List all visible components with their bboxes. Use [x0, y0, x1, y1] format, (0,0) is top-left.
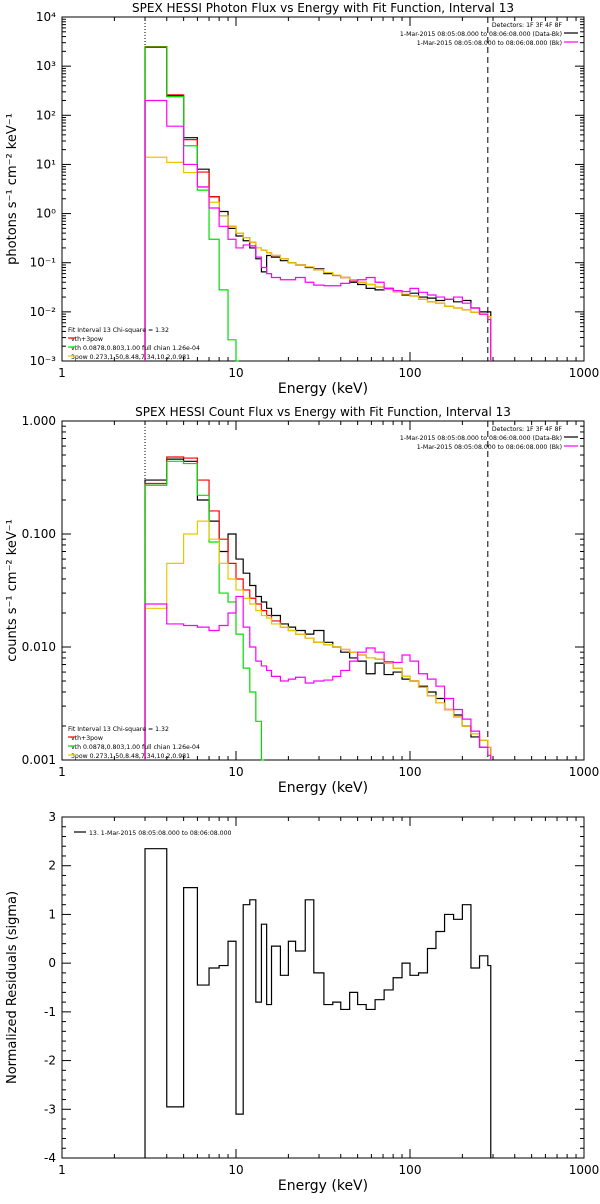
y-tick-label: -2 — [44, 1054, 56, 1068]
y-tick-label: 1 — [48, 907, 56, 921]
x-tick-label: 1000 — [569, 1163, 600, 1177]
y-tick-label: 10³ — [36, 59, 56, 73]
y-tick-label: -3 — [44, 1102, 56, 1116]
legend-topright-text: 1-Mar-2015 08:05:08.000 to 08:06:08.000 … — [400, 31, 562, 38]
y-tick-label: 2 — [48, 859, 56, 873]
series-thermal — [144, 46, 239, 362]
x-axis-label: Energy (keV) — [278, 381, 368, 397]
chart-count: SPEX HESSI Count Flux vs Energy with Fit… — [5, 405, 599, 796]
legend-bottomleft-text: vth 0.0878,0.803,1.00 full chian 1.26e-0… — [71, 345, 200, 352]
x-axis-label: Energy (keV) — [278, 1178, 368, 1194]
y-tick-label: 0 — [48, 956, 56, 970]
y-tick-label: 0.010 — [22, 640, 56, 654]
series-observed — [144, 848, 492, 1158]
y-tick-label: 10⁰ — [36, 207, 56, 221]
y-tick-label: -1 — [44, 1005, 56, 1019]
plot-frame — [61, 420, 585, 761]
chart-residuals: 1 10 100 1000 Energy (keV) -4 -3 -2 -1 0 1 2 3 Normal… — [5, 810, 599, 1194]
y-tick-label: 0.100 — [22, 527, 56, 541]
x-tick-label: 1 — [58, 366, 66, 380]
y-tick-label: 10⁻¹ — [30, 256, 57, 270]
x-tick-label: 1000 — [569, 765, 600, 779]
y-tick-label: 10⁴ — [36, 10, 56, 24]
series-nonthermal — [144, 520, 492, 760]
y-axis-label: counts s⁻¹ cm⁻² keV⁻¹ — [5, 519, 20, 662]
plot-frame — [61, 816, 585, 1159]
x-tick-label: 10 — [228, 765, 243, 779]
series-background — [144, 99, 492, 361]
y-tick-label: 3 — [48, 810, 56, 824]
y-tick-label: 10⁻² — [30, 305, 57, 319]
y-tick-label: 1.000 — [22, 414, 56, 428]
legend-bottomleft-text: Fit Interval 13 Chi-square = 1.32 — [68, 327, 169, 334]
y-axis-label: photons s⁻¹ cm⁻² keV⁻¹ — [5, 113, 20, 265]
series-observed — [144, 458, 492, 760]
legend-topright-text: Detectors: 1F 3F 4F 8F — [492, 22, 563, 29]
series-background — [144, 595, 492, 760]
chart-photon: SPEX HESSI Photon Flux vs Energy with Fi… — [5, 1, 599, 397]
legend-topleft-text: 13. 1-Mar-2015 08:05:08.000 to 08:06:08.… — [89, 830, 232, 837]
legend-bottomleft-text: 3pow 0.273,1.50,8.48,7.34,10.2,0.981 — [71, 753, 190, 760]
x-tick-label: 100 — [399, 765, 422, 779]
legend-bottomleft-text: vth+3pow — [71, 735, 103, 742]
legend-topright-text: Detectors: 1F 3F 4F 8F — [492, 426, 563, 433]
x-tick-label: 100 — [399, 1163, 422, 1177]
x-tick-label: 10 — [228, 1163, 243, 1177]
series-observed — [144, 46, 492, 361]
series-total_fit — [144, 45, 492, 361]
x-tick-label: 1 — [58, 765, 66, 779]
series-thermal — [144, 460, 265, 761]
legend-bottomleft-text: Fit Interval 13 Chi-square = 1.32 — [68, 726, 169, 733]
y-axis-label: Normalized Residuals (sigma) — [5, 891, 20, 1084]
series-total_fit — [144, 456, 492, 760]
chart-title: SPEX HESSI Photon Flux vs Energy with Fi… — [132, 1, 514, 15]
x-tick-label: 1000 — [569, 366, 600, 380]
y-tick-label: -4 — [44, 1151, 56, 1165]
y-tick-label: 10⁻³ — [30, 354, 57, 368]
x-tick-label: 1 — [58, 1163, 66, 1177]
legend-bottomleft-text: vth 0.0878,0.803,1.00 full chian 1.26e-0… — [71, 744, 200, 751]
y-tick-label: 10¹ — [36, 157, 56, 171]
legend-topright-text: 1-Mar-2015 08:05:08.000 to 08:06:08.000 … — [417, 444, 562, 451]
x-tick-label: 10 — [228, 366, 243, 380]
legend-topright-text: 1-Mar-2015 08:05:08.000 to 08:06:08.000 … — [400, 435, 562, 442]
legend-bottomleft-text: vth+3pow — [71, 336, 103, 343]
plot-frame — [61, 16, 585, 362]
x-axis-label: Energy (keV) — [278, 780, 368, 796]
y-tick-label: 0.001 — [22, 753, 56, 767]
series-nonthermal — [144, 156, 492, 361]
chart-title: SPEX HESSI Count Flux vs Energy with Fit… — [135, 405, 511, 419]
legend-topright-text: 1-Mar-2015 08:05:08.000 to 08:06:08.000 … — [417, 40, 562, 47]
legend-bottomleft-text: 3pow 0.273,1.50,8.48,7.34,10.2,0.981 — [71, 354, 190, 361]
x-tick-label: 100 — [399, 366, 422, 380]
y-tick-label: 10² — [36, 108, 56, 122]
